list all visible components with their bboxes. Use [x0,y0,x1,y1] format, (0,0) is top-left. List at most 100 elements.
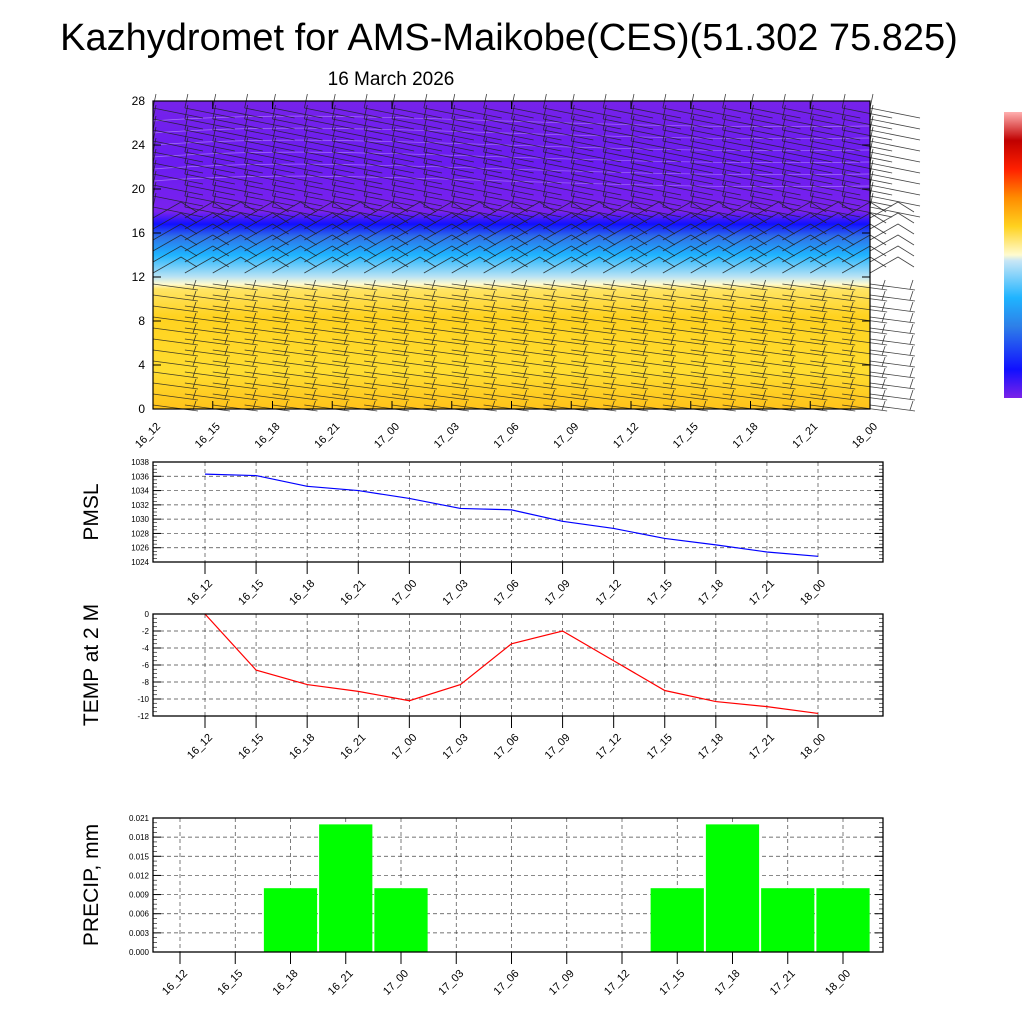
wind-barb [690,334,736,346]
wind-barb [722,378,768,390]
wind-barb [841,159,893,185]
wind-barb [810,245,855,263]
wind-barb [451,104,502,130]
wind-barb [690,192,741,218]
wind-barb [451,323,497,335]
temp-line [204,613,819,715]
x-tick-label: 17_03 [440,732,470,762]
wind-barb [391,159,443,185]
x-tick-label: 17_12 [602,968,632,998]
wind-barb [483,389,529,401]
wind-barb [750,290,796,302]
wind-barb [391,245,437,263]
wind-barb [332,234,377,252]
wind-barb [391,389,438,401]
wind-barb [364,356,410,368]
pmsl-plot: 1024 1026 1028 1030 1032 1034 1036 1038 16_12 16_… [80,458,884,608]
wind-barb [244,159,295,185]
wind-barb [364,323,410,335]
wind-barb [152,223,198,241]
wind-barb [511,245,556,263]
wind-barb [690,256,735,274]
wind-barb [750,148,801,174]
x-tick-label: 17_06 [492,968,522,998]
wind-barb [603,279,649,291]
wind-barb [722,192,773,218]
wind-barb [662,378,708,390]
wind-barb [483,234,528,252]
precip-bar [816,888,870,952]
wind-barb [332,301,378,313]
wind-barb [750,170,801,196]
wind-barb [363,137,415,163]
wind-barb [272,345,318,357]
wind-barb [781,137,833,163]
x-tick-label: 17_06 [492,732,522,762]
wind-barb [810,334,856,346]
wind-barb [391,378,438,390]
x-tick-label: 16_18 [253,421,283,451]
x-tick-label: 17_06 [492,421,522,451]
wind-barb [662,290,708,302]
wind-barb [272,137,323,163]
wind-barb [602,159,654,185]
wind-barb [451,256,496,274]
x-tick-label: 16_12 [185,732,215,762]
wind-barb [782,312,828,324]
wind-barb [662,301,708,313]
wind-barb [272,245,317,263]
wind-barb [809,170,861,196]
wind-barb [511,223,556,241]
y-tick-label: -6 [142,661,150,670]
wind-barb [423,301,469,313]
wind-barb [332,256,377,274]
wind-barb [451,279,497,291]
cross-section-plot: 0 4 8 12 16 20 24 28 16_12 16_15 16_18 16_21 17_00 17… [132,93,921,451]
wind-barb [423,323,469,335]
wind-barb [750,181,801,207]
wind-barb [363,256,409,274]
x-tick-label: 16_15 [215,968,245,998]
x-tick-label: 16_15 [236,732,266,762]
wind-barb [722,170,773,196]
wind-barb [782,301,828,313]
wind-barb [869,301,916,313]
wind-barb [332,223,377,241]
x-tick-label: 18_00 [798,578,828,608]
wind-barb [869,137,921,163]
wind-barb [842,334,888,346]
wind-barb [423,115,474,141]
wind-barb [781,192,833,218]
wind-barb [364,367,410,379]
x-tick-label: 17_09 [547,968,577,998]
wind-barb [272,256,317,274]
wind-barb [511,290,557,302]
wind-barb [662,345,708,357]
wind-barb [511,192,562,218]
wind-barb [212,148,263,174]
wind-barb [152,334,199,346]
wind-barb [571,223,616,241]
wind-barb [332,389,378,401]
wind-barb [662,389,708,401]
wind-barb [662,367,708,379]
wind-barb [244,115,295,141]
wind-barb [630,256,676,274]
wind-barb [570,126,622,152]
wind-barb [391,356,438,368]
wind-barb [303,137,355,163]
wind-barb [363,192,415,218]
wind-barb [630,345,677,357]
wind-barb [782,378,828,390]
wind-barb [511,279,557,291]
wind-barb [423,356,469,368]
plot-frame [152,817,884,953]
wind-barb [212,301,258,313]
wind-barb [782,290,828,302]
wind-barb [662,126,713,152]
x-tick-label: 17_21 [747,578,777,608]
wind-barb [303,170,355,196]
wind-barb [570,137,622,163]
wind-barb [332,279,378,291]
wind-barb [331,126,383,152]
